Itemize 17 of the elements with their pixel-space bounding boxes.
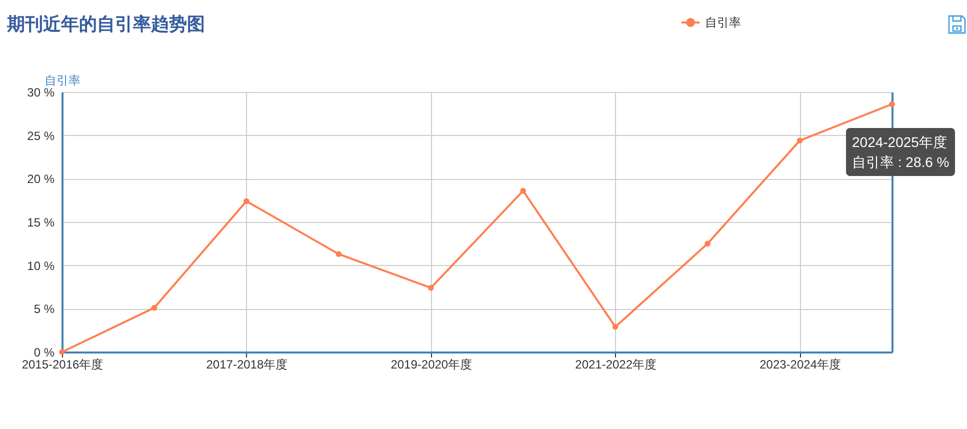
x-tick-label: 2021-2022年度 xyxy=(575,358,657,372)
y-tick-label: 10 % xyxy=(27,258,55,273)
chart-title: 期刊近年的自引率趋势图 xyxy=(7,13,205,35)
x-tick-label: 2015-2016年度 xyxy=(22,358,104,372)
legend-label: 自引率 xyxy=(705,16,741,30)
y-tick-label: 0 % xyxy=(34,346,55,360)
y-tick-label: 5 % xyxy=(34,302,55,316)
x-tick-label: 2019-2020年度 xyxy=(390,358,472,372)
y-axis-title: 自引率 xyxy=(44,74,80,88)
y-tick-label: 30 % xyxy=(27,86,55,100)
x-tick-label: 2017-2018年度 xyxy=(206,358,288,372)
annotation: 2024-2025年度 xyxy=(852,133,948,152)
y-tick-label: 25 % xyxy=(27,128,55,143)
annotation: 自引率 : 28.6 % xyxy=(852,153,950,172)
x-tick-label: 2023-2024年度 xyxy=(760,358,841,372)
y-tick-label: 20 % xyxy=(27,172,55,186)
y-tick-label: 15 % xyxy=(27,216,55,230)
